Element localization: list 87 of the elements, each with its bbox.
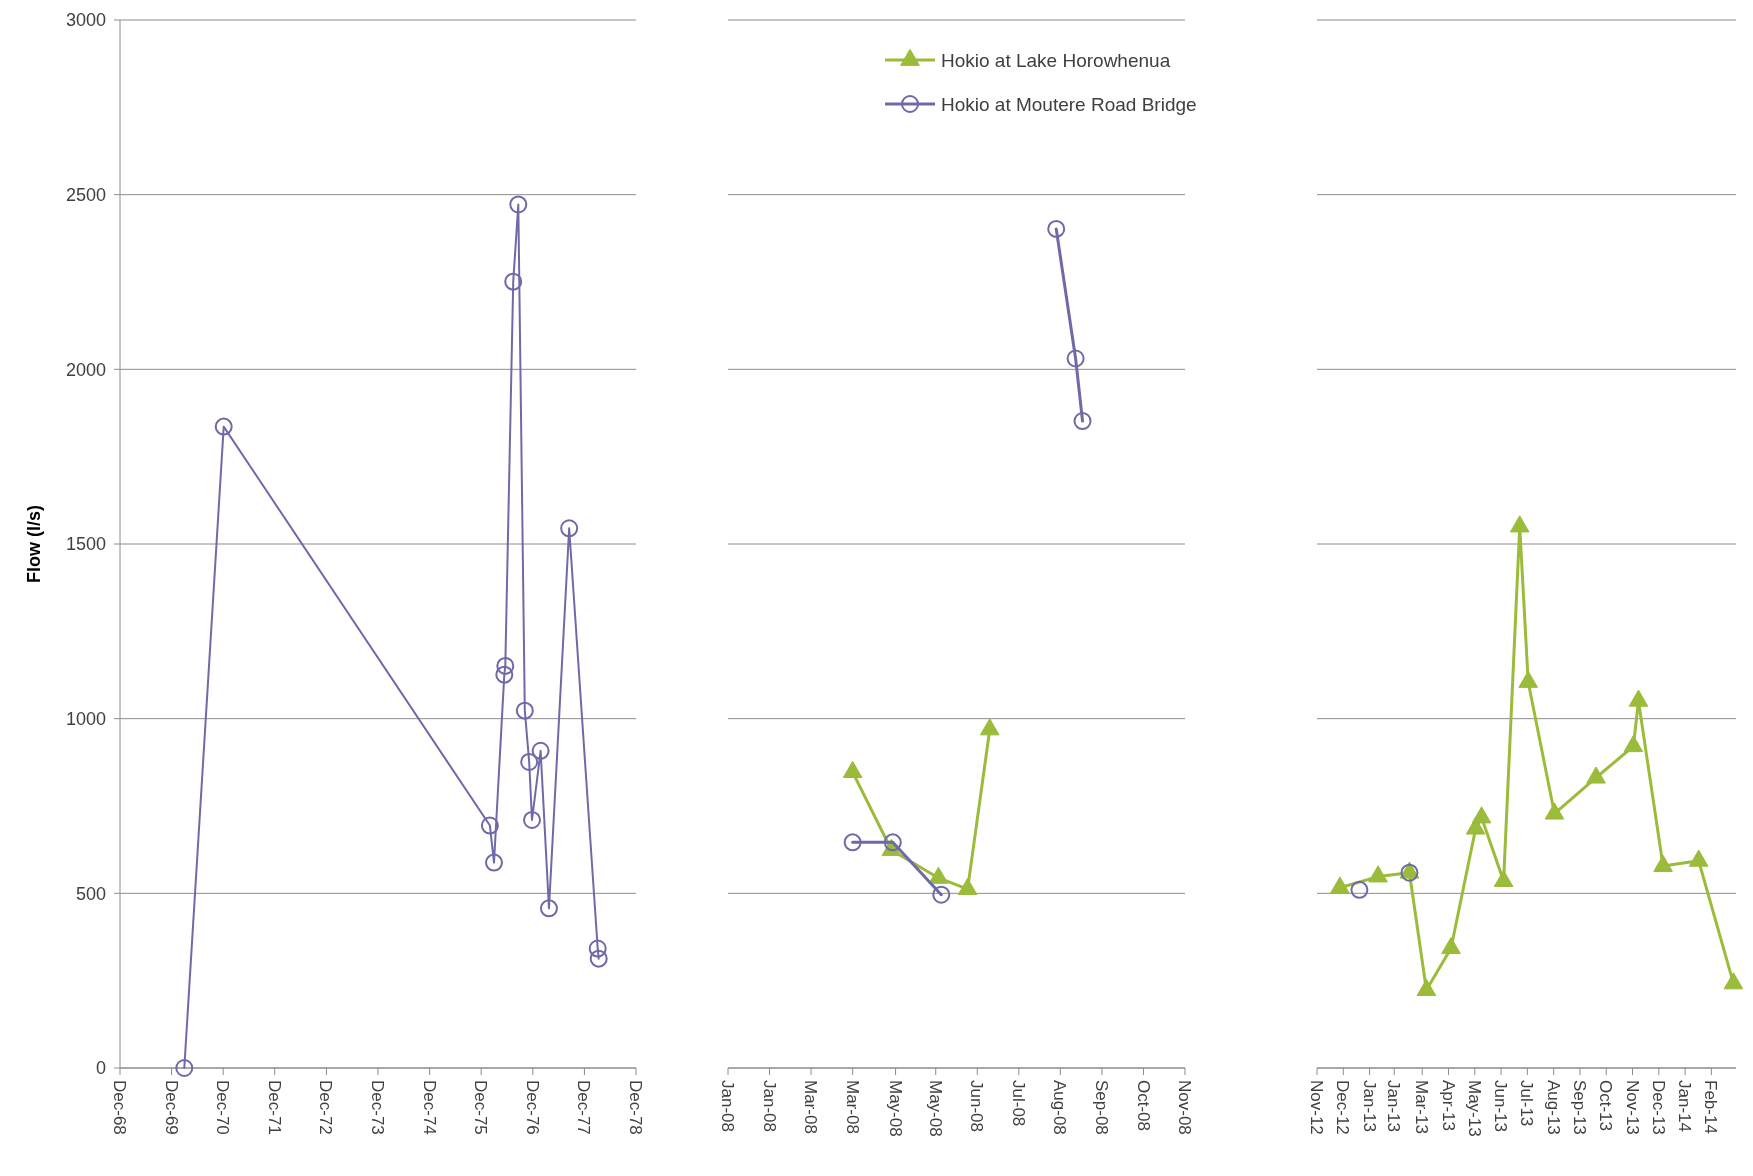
point [560,519,579,538]
y-axis-title: Flow (l/s) [24,505,44,583]
x-tick-label: Nov-12 [1307,1080,1327,1135]
x-tick-label: Jul-13 [1517,1080,1537,1127]
point [1623,735,1644,753]
y-tick-label: 1000 [65,708,106,729]
point [1368,865,1388,883]
point [928,866,949,884]
x-tick-label: Dec-70 [213,1080,233,1135]
x-tick-label: Jul-08 [1008,1080,1028,1127]
point [842,760,863,778]
point [957,877,978,896]
x-tick-label: Sep-08 [1091,1080,1111,1135]
x-tick-label: Dec-73 [368,1080,388,1135]
point [214,417,233,436]
x-tick-label: Dec-69 [161,1080,181,1135]
x-tick-label: Oct-08 [1133,1080,1153,1132]
legend-label: Hokio at Lake Horowhenua [941,49,1171,71]
x-tick-label: Jun-13 [1491,1080,1511,1132]
y-tick-label: 500 [75,883,106,904]
x-tick-label: Dec-72 [316,1080,336,1135]
point [1518,670,1538,688]
point [539,899,558,918]
x-tick-label: Sep-13 [1569,1080,1589,1135]
point [515,701,534,720]
x-tick-label: Dec-13 [1648,1080,1668,1135]
point [495,665,514,684]
y-tick-label: 0 [95,1058,106,1079]
x-tick-label: May-08 [885,1080,905,1137]
x-tick-label: Oct-13 [1596,1080,1616,1132]
point [1047,219,1066,238]
point [523,810,542,829]
point [485,853,503,872]
point [520,752,539,771]
x-tick-label: Dec-71 [264,1080,284,1135]
point [531,741,550,760]
point [1493,869,1514,887]
point [496,656,515,675]
x-tick-label: May-13 [1464,1080,1484,1137]
point [979,718,1000,736]
x-tick-label: Jan-13 [1359,1080,1379,1132]
x-tick-label: May-08 [925,1080,945,1137]
point [1723,972,1744,990]
x-tick-label: Dec-75 [471,1080,491,1135]
y-tick-label: 3000 [65,10,106,31]
point [1330,876,1350,894]
x-tick-label: Feb-14 [1701,1080,1721,1134]
point [1653,854,1673,872]
x-tick-label: Dec-74 [419,1080,439,1135]
x-tick-label: Dec-12 [1333,1080,1353,1135]
y-tick-label: 1500 [65,534,106,555]
point [1066,349,1085,368]
legend-label: Hokio at Moutere Road Bridge [941,93,1197,115]
x-tick-label: Jan-08 [759,1080,779,1132]
x-tick-label: Mar-08 [801,1080,821,1134]
point [1544,802,1565,820]
x-tick-label: Aug-08 [1050,1080,1070,1135]
y-tick-label: 2000 [65,359,106,380]
point [588,939,607,958]
point [1688,849,1709,867]
point [509,195,528,214]
y-tick-label: 2500 [65,184,106,205]
point [175,1059,194,1077]
point [1586,766,1606,784]
x-tick-label: Jan-14 [1675,1080,1695,1132]
x-tick-label: Dec-68 [110,1080,130,1135]
point [1073,412,1092,431]
x-tick-label: Jun-08 [967,1080,987,1132]
point [480,816,499,835]
x-tick-label: Mar-08 [842,1080,862,1134]
x-tick-label: Mar-13 [1412,1080,1432,1134]
x-tick-label: Dec-76 [522,1080,542,1135]
point [504,272,523,291]
x-tick-label: Nov-13 [1622,1080,1642,1135]
x-tick-label: Jan-08 [718,1080,738,1132]
point [1471,806,1492,824]
x-tick-label: Apr-13 [1438,1080,1458,1132]
point [589,949,608,968]
x-tick-label: Dec-77 [574,1080,594,1135]
point [1416,978,1437,996]
x-tick-label: Jan-13 [1384,1080,1404,1132]
point [1509,515,1530,533]
x-tick-label: Aug-13 [1543,1080,1563,1135]
x-tick-label: Dec-78 [626,1080,646,1135]
x-tick-label: Nov-08 [1175,1080,1195,1135]
point [1628,689,1649,707]
point [1441,936,1461,955]
